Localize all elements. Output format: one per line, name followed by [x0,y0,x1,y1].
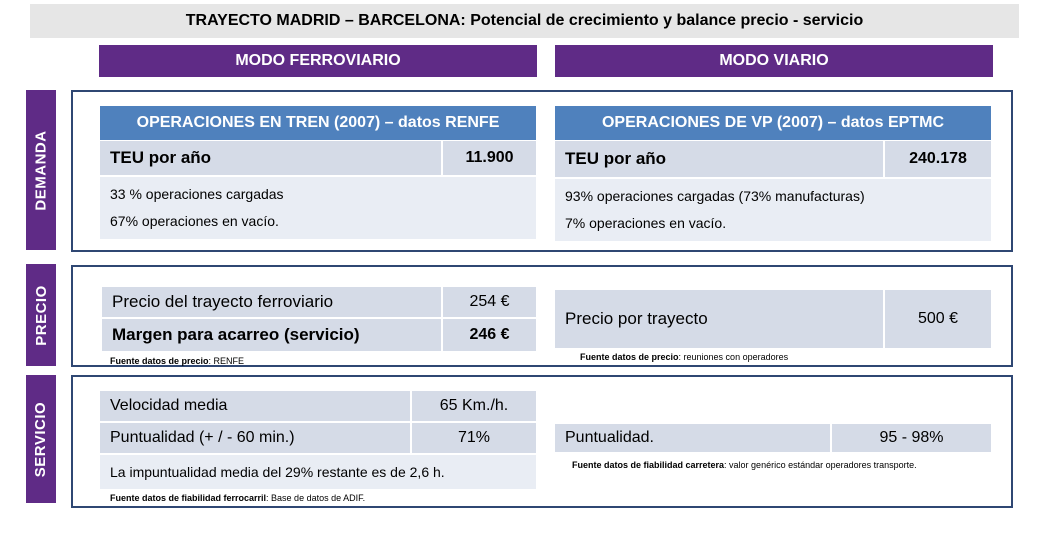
road-price-value: 500 € [885,290,991,350]
sidebar-demanda: DEMANDA [26,90,56,250]
road-price-source-text: : reuniones con operadores [678,352,789,362]
rail-teu-value: 11.900 [443,141,536,177]
rail-margin-label: Margen para acarreo (servicio) [102,319,443,353]
rail-price-value: 254 € [443,287,536,319]
rail-demand-notes: 33 % operaciones cargadas 67% operacione… [100,177,536,239]
road-teu-value: 240.178 [885,141,991,179]
road-price-source: Fuente datos de precio: reuniones con op… [580,352,788,362]
rail-punctuality-label: Puntualidad (+ / - 60 min.) [100,423,412,455]
road-operations-header: OPERACIONES DE VP (2007) – datos EPTMC [555,106,991,140]
road-reliability-source-label: Fuente datos de fiabilidad carretera [572,460,725,470]
road-price-label: Precio por trayecto [555,290,885,350]
rail-reliability-source: Fuente datos de fiabilidad ferrocarril: … [110,493,365,503]
sidebar-demanda-label: DEMANDA [32,129,50,211]
road-teu-label: TEU por año [555,141,885,179]
rail-price-source-text: : RENFE [208,356,245,366]
road-punctuality-value: 95 - 98% [832,424,991,454]
road-demand-note-1: 93% operaciones cargadas (73% manufactur… [565,188,865,204]
road-demand-note-2: 7% operaciones en vacío. [565,215,727,231]
rail-operations-header: OPERACIONES EN TREN (2007) – datos RENFE [100,106,536,140]
rail-delay-note: La impuntualidad media del 29% restante … [100,455,536,489]
rail-punctuality-value: 71% [412,423,536,455]
mode-road-header: MODO VIARIO [555,45,993,77]
road-reliability-source-text: : valor genérico estándar operadores tra… [724,460,917,470]
rail-margin-value: 246 € [443,319,536,353]
rail-speed-label: Velocidad media [100,391,412,423]
rail-reliability-source-label: Fuente datos de fiabilidad ferrocarril [110,493,267,503]
road-price-source-label: Fuente datos de precio [580,352,679,362]
rail-speed-value: 65 Km./h. [412,391,536,423]
sidebar-precio: PRECIO [26,264,56,366]
road-punctuality-label: Puntualidad. [555,424,832,454]
rail-demand-note-1: 33 % operaciones cargadas [110,186,284,202]
sidebar-servicio-label: SERVICIO [32,401,50,477]
rail-price-label: Precio del trayecto ferroviario [102,287,443,319]
road-reliability-source: Fuente datos de fiabilidad carretera: va… [572,460,917,470]
mode-rail-header: MODO FERROVIARIO [99,45,537,77]
rail-reliability-source-text: : Base de datos de ADIF. [266,493,366,503]
rail-price-source-label: Fuente datos de precio [110,356,209,366]
sidebar-servicio: SERVICIO [26,375,56,503]
sidebar-precio-label: PRECIO [32,284,50,346]
road-demand-notes: 93% operaciones cargadas (73% manufactur… [555,179,991,241]
rail-teu-label: TEU por año [100,141,443,177]
rail-price-source: Fuente datos de precio: RENFE [110,356,244,366]
rail-demand-note-2: 67% operaciones en vacío. [110,213,279,229]
page-title: TRAYECTO MADRID – BARCELONA: Potencial d… [30,4,1019,38]
